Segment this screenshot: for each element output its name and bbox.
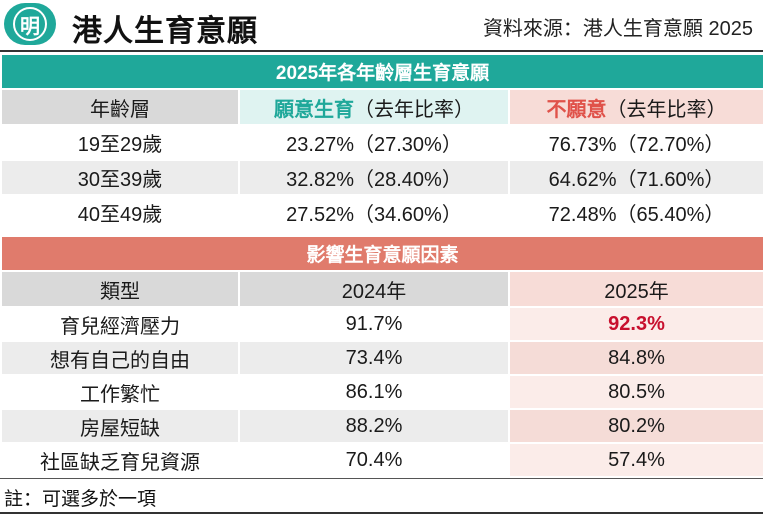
column-header-age: 年齡層	[0, 88, 240, 126]
unwilling-prev: （72.70%）	[616, 134, 725, 156]
age-cell: 19至29歲	[0, 124, 240, 161]
unwilling-prev: （71.60%）	[616, 169, 725, 191]
section-title: 2025年各年齡層生育意願	[0, 53, 763, 90]
source-label: 資料來源：港人生育意願 2025	[482, 18, 753, 40]
unwilling-label: 不願意	[546, 98, 607, 121]
age-willingness-table: 2025年各年齡層生育意願 年齡層 願意生育（去年比率） 不願意（去年比率） 1…	[0, 53, 763, 231]
value-2025-cell: 84.8%	[507, 340, 763, 376]
table-row: 社區缺乏育兒資源 70.4% 57.4%	[0, 442, 763, 478]
table-row: 想有自己的自由 73.4% 84.8%	[0, 340, 763, 376]
unwilling-value: 72.48%	[548, 204, 617, 226]
column-header-2024: 2024年	[238, 270, 510, 308]
willing-value: 27.52%	[286, 204, 354, 226]
table-row: 房屋短缺 88.2% 80.2%	[0, 408, 763, 444]
willing-value: 32.82%	[286, 169, 354, 191]
unwilling-cell: 64.62%（71.60%）	[507, 159, 763, 196]
value-2024-cell: 86.1%	[238, 374, 510, 410]
page-title: 港人生育意願	[72, 15, 258, 48]
table-row: 育兒經濟壓力 91.7% 92.3%	[0, 306, 763, 342]
willing-cell: 23.27%（27.30%）	[238, 124, 510, 161]
table-row: 30至39歲 32.82%（28.40%） 64.62%（71.60%）	[0, 159, 763, 196]
column-header-type: 類型	[0, 270, 240, 308]
value-2024-cell: 88.2%	[238, 408, 510, 444]
section-title: 影響生育意願因素	[0, 235, 763, 272]
unwilling-value: 64.62%	[548, 169, 617, 191]
unwilling-cell: 72.48%（65.40%）	[507, 194, 763, 231]
value-2025-cell: 57.4%	[507, 442, 763, 478]
type-cell: 社區缺乏育兒資源	[0, 442, 240, 478]
unwilling-value: 76.73%	[548, 134, 617, 156]
willing-value: 23.27%	[286, 134, 354, 156]
type-cell: 工作繁忙	[0, 374, 240, 410]
willing-prev: （28.40%）	[354, 169, 462, 191]
age-cell: 30至39歲	[0, 159, 240, 196]
type-cell: 育兒經濟壓力	[0, 306, 240, 342]
type-cell: 房屋短缺	[0, 408, 240, 444]
logo-mark: 明	[13, 7, 47, 41]
section-header: 2025年各年齡層生育意願	[0, 53, 763, 90]
willing-cell: 32.82%（28.40%）	[238, 159, 510, 196]
table-row: 19至29歲 23.27%（27.30%） 76.73%（72.70%）	[0, 124, 763, 161]
willing-cell: 27.52%（34.60%）	[238, 194, 510, 231]
header: 明 港人生育意願 資料來源：港人生育意願 2025	[0, 0, 763, 48]
bottom-divider	[0, 478, 763, 479]
value-2024-cell: 73.4%	[238, 340, 510, 376]
column-header-willing: 願意生育（去年比率）	[238, 88, 510, 126]
footer-divider	[0, 512, 763, 514]
willing-label: 願意生育	[274, 98, 354, 121]
column-header-row: 類型 2024年 2025年	[0, 270, 763, 308]
value-2024-cell: 91.7%	[238, 306, 510, 342]
value-2024-cell: 70.4%	[238, 442, 510, 478]
column-header-unwilling: 不願意（去年比率）	[507, 88, 763, 126]
section-header: 影響生育意願因素	[0, 235, 763, 272]
willing-prev: （34.60%）	[354, 204, 462, 226]
age-cell: 40至49歲	[0, 194, 240, 231]
unwilling-prev: （65.40%）	[616, 204, 725, 226]
unwilling-suffix: （去年比率）	[606, 98, 727, 121]
willing-suffix: （去年比率）	[354, 98, 474, 121]
value-2025-cell: 80.2%	[507, 408, 763, 444]
unwilling-cell: 76.73%（72.70%）	[507, 124, 763, 161]
footnote: 註：可選多於一項	[4, 489, 157, 510]
value-2025-cell: 80.5%	[507, 374, 763, 410]
table-row: 工作繁忙 86.1% 80.5%	[0, 374, 763, 410]
type-cell: 想有自己的自由	[0, 340, 240, 376]
top-divider	[0, 50, 763, 52]
value-2025-cell: 92.3%	[507, 306, 763, 342]
factors-table: 影響生育意願因素 類型 2024年 2025年 育兒經濟壓力 91.7% 92.…	[0, 235, 763, 478]
willing-prev: （27.30%）	[354, 134, 462, 156]
column-header-2025: 2025年	[507, 270, 763, 308]
column-header-row: 年齡層 願意生育（去年比率） 不願意（去年比率）	[0, 88, 763, 126]
table-row: 40至49歲 27.52%（34.60%） 72.48%（65.40%）	[0, 194, 763, 231]
logo: 明	[4, 3, 56, 45]
